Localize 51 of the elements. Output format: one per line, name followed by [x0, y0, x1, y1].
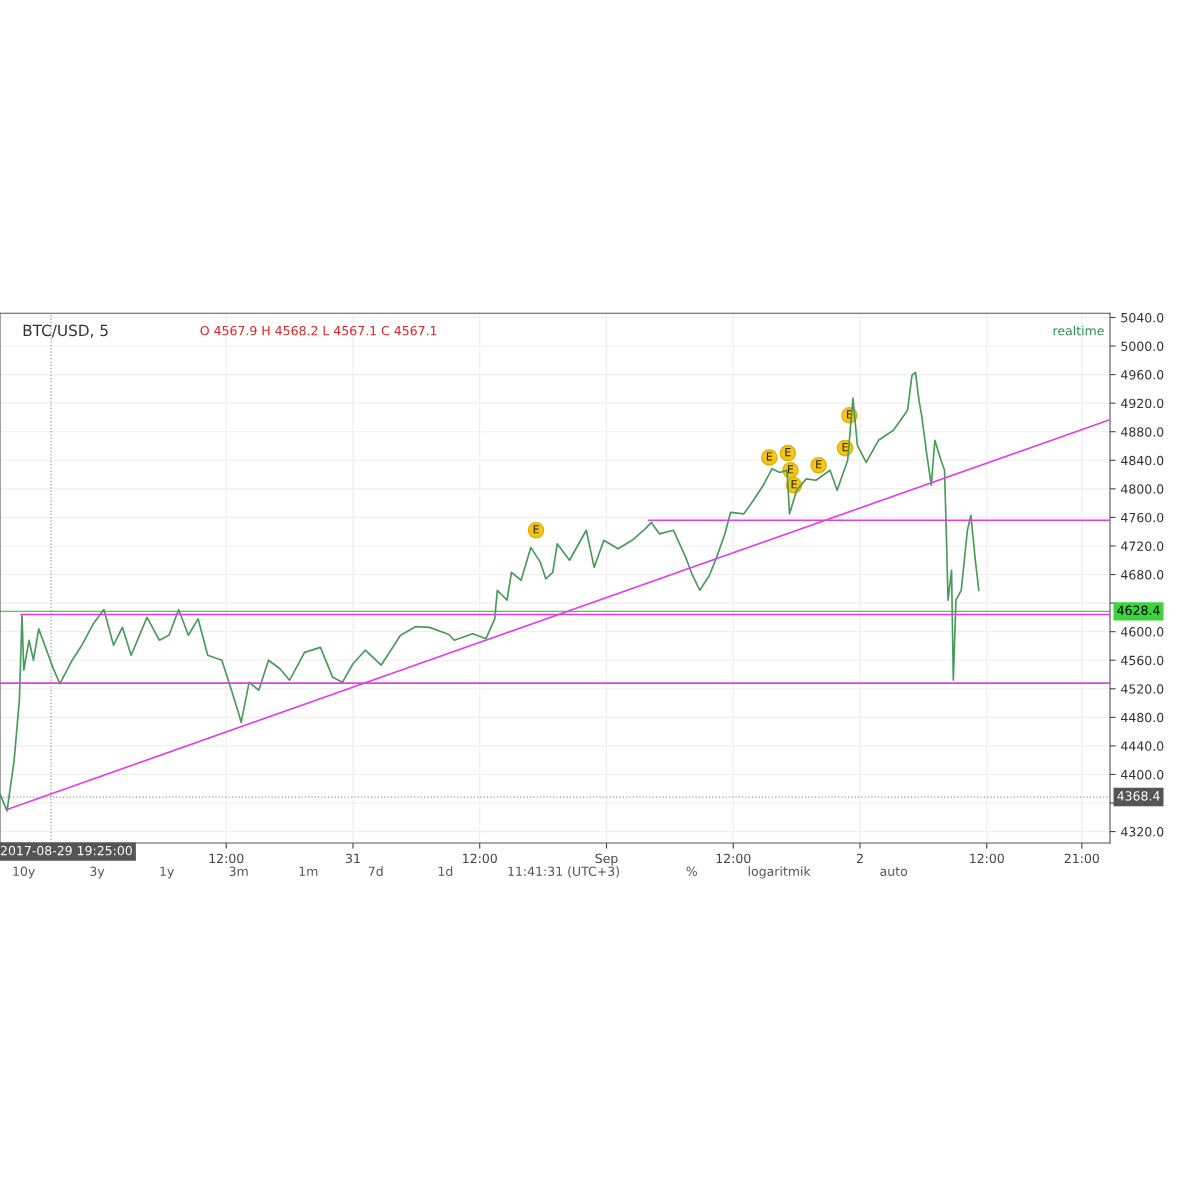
annotation: E — [785, 448, 791, 457]
ref-line-label: 4368.4 — [1117, 791, 1160, 801]
ref-line-label: 4628.4 — [1117, 605, 1160, 615]
text: 1d — [438, 866, 453, 877]
x-tick-label: 21:00 — [1064, 853, 1100, 864]
text: 7d — [368, 866, 383, 877]
x-tick-label: 12:00 — [970, 853, 1004, 864]
y-tick-label: 4800.0 — [1121, 484, 1164, 494]
y-tick-label: 4920.0 — [1121, 398, 1164, 409]
y-tick-label: 4840.0 — [1121, 455, 1164, 466]
y-tick-label: 4560.0 — [1121, 655, 1164, 666]
y-tick-label: 4680.0 — [1121, 570, 1164, 580]
y-tick-label: 5000.0 — [1121, 341, 1164, 351]
x-tick-label: 2 — [856, 853, 863, 863]
text: 3y — [90, 866, 105, 879]
x-tick-label: 12:00 — [463, 853, 497, 864]
annotation: E — [842, 443, 848, 452]
text: logaritmik — [748, 866, 811, 879]
y-tick-label: 4720.0 — [1121, 541, 1164, 551]
y-tick-label: 4440.0 — [1121, 741, 1164, 751]
text: auto — [880, 867, 908, 877]
text: BTC/USD, 5 — [23, 324, 108, 338]
text: 1m — [299, 866, 318, 876]
y-tick-label: 4320.0 — [1121, 827, 1164, 837]
annotation: E — [766, 452, 773, 461]
annotation: realtime — [1053, 325, 1104, 336]
annotation: E — [816, 460, 822, 469]
y-tick-label: 4480.0 — [1121, 712, 1164, 723]
annotation: E — [533, 525, 539, 534]
text: % — [686, 866, 697, 877]
text: 10y — [13, 866, 35, 879]
ref-line-label: 2017-08-29 19:25:00 — [0, 845, 132, 856]
annotation: E — [847, 410, 853, 419]
y-tick-label: 5040.0 — [1121, 312, 1164, 323]
text: 3m — [229, 866, 248, 877]
x-tick-label: 12:00 — [209, 853, 244, 864]
y-tick-label: 4520.0 — [1121, 684, 1164, 694]
y-tick-label: 4600.0 — [1121, 627, 1164, 637]
annotation: E — [788, 465, 794, 474]
y-tick-label: 4960.0 — [1121, 370, 1164, 380]
y-tick-label: 4400.0 — [1121, 769, 1164, 780]
text: O 4567.9 H 4568.2 L 4567.1 C 4567.1 — [200, 325, 437, 336]
annotation: E — [791, 480, 797, 489]
text: 11:41:31 (UTC+3) — [508, 866, 619, 878]
x-tick-label: 12:00 — [716, 853, 751, 864]
text: 1y — [160, 866, 174, 879]
line-series — [0, 371, 980, 812]
x-tick-label: Sep — [595, 853, 618, 866]
x-tick-label: 31 — [345, 853, 360, 864]
y-tick-label: 4880.0 — [1121, 427, 1164, 437]
y-tick-label: 4760.0 — [1121, 512, 1164, 523]
